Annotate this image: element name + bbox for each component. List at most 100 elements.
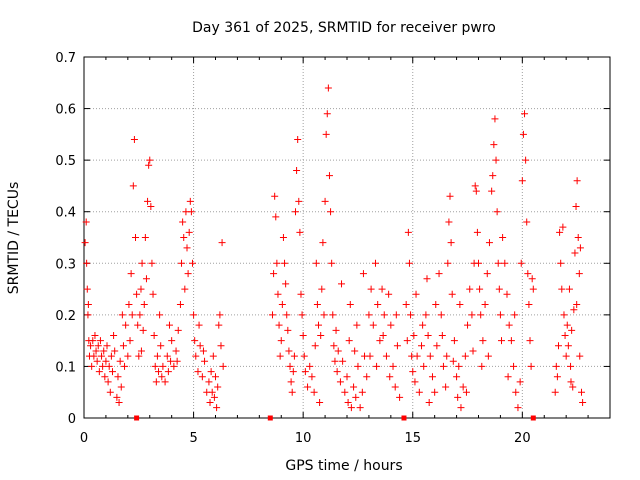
data-point (564, 342, 572, 350)
chart-title: Day 361 of 2025, SRMTID for receiver pwr… (192, 20, 496, 36)
data-point (396, 393, 404, 401)
data-point (422, 311, 430, 319)
data-point (274, 290, 282, 298)
x-tick-label: 20 (514, 431, 531, 446)
data-point (92, 347, 100, 355)
gap-marker (401, 415, 407, 421)
data-point (413, 352, 421, 360)
data-point (516, 378, 524, 386)
data-point (529, 285, 537, 293)
data-point (551, 388, 559, 396)
data-point (568, 326, 576, 334)
data-point (101, 373, 109, 381)
data-point (526, 337, 534, 345)
data-point (363, 373, 371, 381)
data-point (344, 399, 352, 407)
data-point (557, 259, 565, 267)
x-tick-label: 10 (295, 431, 312, 446)
data-point (392, 311, 400, 319)
data-point (569, 383, 577, 391)
data-point (115, 399, 123, 407)
y-tick-label: 0.1 (55, 360, 76, 375)
y-axis-ticks: 0 0.1 0.2 0.3 0.4 0.5 0.6 0.7 (55, 51, 610, 427)
data-point (483, 270, 491, 278)
data-point (468, 311, 476, 319)
data-point (339, 357, 347, 365)
data-point (161, 378, 169, 386)
data-point (404, 228, 412, 236)
data-point (411, 378, 419, 386)
data-point (319, 239, 327, 247)
data-point (126, 337, 134, 345)
data-point (347, 404, 355, 412)
data-point (81, 239, 89, 247)
data-point (147, 203, 155, 211)
data-point (316, 399, 324, 407)
data-point (380, 311, 388, 319)
data-point (105, 362, 113, 370)
data-point (217, 342, 225, 350)
data-point (118, 311, 126, 319)
x-axis-label: GPS time / hours (285, 458, 402, 474)
data-point (201, 357, 209, 365)
data-point (278, 301, 286, 309)
data-point (352, 393, 360, 401)
data-point (428, 373, 436, 381)
data-point (393, 342, 401, 350)
data-point (345, 337, 353, 345)
data-point (311, 342, 319, 350)
data-point (157, 342, 165, 350)
data-point (385, 290, 393, 298)
data-point (132, 234, 140, 241)
data-point (87, 342, 95, 350)
y-tick-label: 0.2 (55, 309, 76, 324)
x-tick-label: 0 (80, 431, 88, 446)
data-point (439, 362, 447, 370)
data-point (208, 388, 216, 396)
data-point (553, 373, 561, 381)
data-point (210, 393, 218, 401)
data-point (318, 285, 326, 293)
data-point (485, 239, 493, 247)
data-point (331, 357, 339, 365)
data-point (387, 321, 395, 329)
data-point (91, 331, 99, 339)
data-point (323, 110, 331, 118)
data-point (219, 362, 227, 370)
data-point (165, 321, 173, 329)
data-point (213, 404, 221, 412)
data-point (572, 203, 580, 211)
data-point (134, 321, 142, 329)
data-point (481, 301, 489, 309)
data-point (461, 352, 469, 360)
data-point (558, 285, 566, 293)
data-point (489, 172, 497, 180)
data-point (100, 347, 108, 355)
data-point (511, 311, 519, 319)
data-point (186, 197, 194, 205)
data-point (167, 357, 175, 365)
data-point (420, 362, 428, 370)
data-point (137, 285, 145, 293)
data-point (119, 342, 127, 350)
data-point (89, 337, 97, 345)
data-point (181, 285, 189, 293)
data-point (159, 362, 167, 370)
data-point (389, 362, 397, 370)
data-point (329, 311, 337, 319)
data-point (517, 259, 525, 267)
data-point (524, 270, 532, 278)
data-point (473, 228, 481, 236)
data-point (168, 337, 176, 345)
data-point (573, 177, 581, 185)
data-point (113, 393, 121, 401)
data-point (268, 311, 276, 319)
data-point (560, 311, 568, 319)
data-point (518, 177, 526, 185)
data-point (328, 259, 336, 267)
data-point (304, 383, 312, 391)
data-point (521, 110, 529, 118)
data-point (164, 368, 172, 376)
data-point (455, 362, 463, 370)
data-point (83, 259, 91, 267)
